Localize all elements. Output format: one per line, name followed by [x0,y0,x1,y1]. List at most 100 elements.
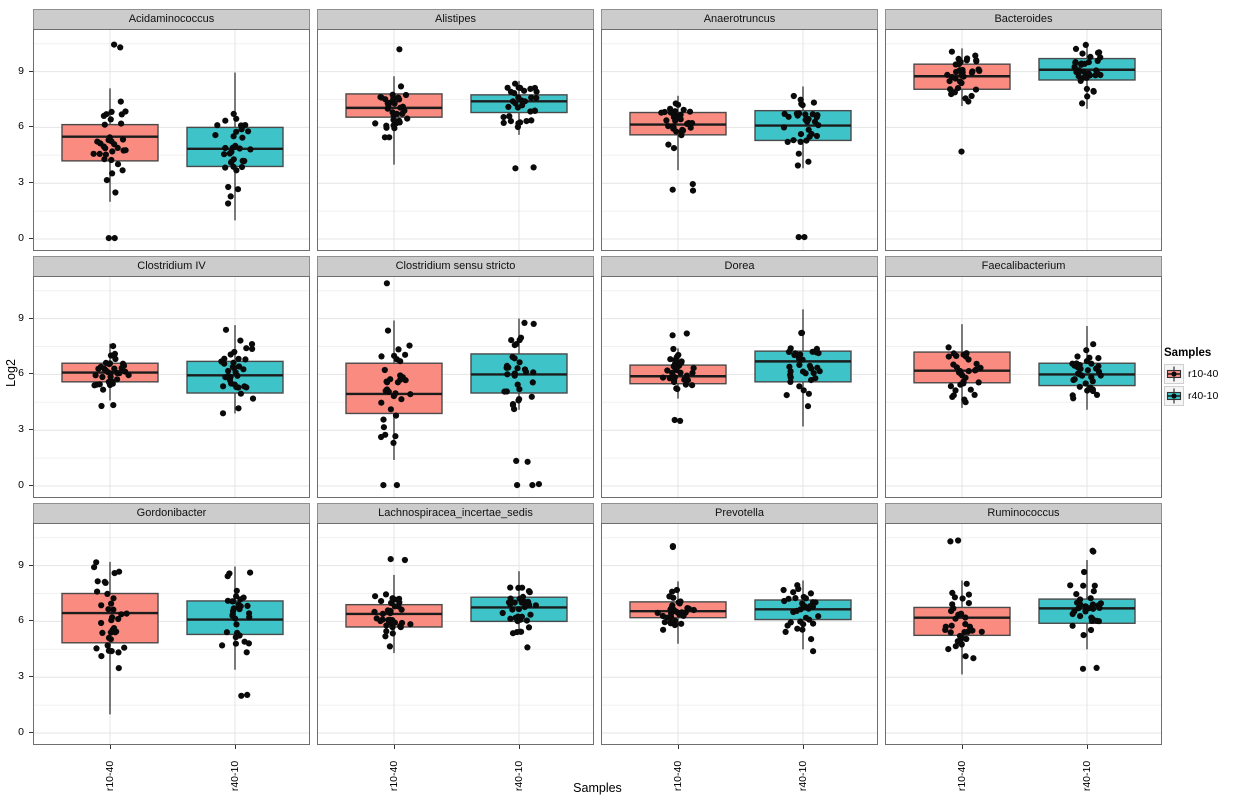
y-tick-mark [29,564,33,566]
boxplot-r40-10 [186,325,284,417]
x-tick-mark [519,745,520,749]
y-tick-mark [29,373,33,375]
x-tick-mark [235,745,236,749]
boxplot-r40-10 [186,72,284,221]
legend-label: r40-10 [1188,390,1219,402]
y-axis: 9 6 3 0 [0,9,33,251]
facet-panel: Clostridium IV [33,256,310,498]
panel-plot [33,29,310,251]
y-tick-label: 0 [18,726,24,738]
facet-panel: Dorea [601,256,878,498]
y-tick-mark [29,429,33,431]
boxplot-r10-40 [629,543,727,644]
x-axis: r10-40 r40-10 r10-40 r40-10 r10-40 r40-10 r10-… [0,745,1169,791]
y-tick-mark [29,676,33,678]
y-tick-mark [29,485,33,486]
panel-plot [317,29,594,251]
y-tick-label: 6 [18,120,24,133]
facet-panel: Acidaminococcus [33,9,310,251]
boxplot-r10-40 [345,46,443,165]
facet-strip-title: Bacteroides [885,9,1162,29]
facet-row: 9 6 3 0 Clostridium IV Clostridium sensu stri… [0,256,1169,498]
y-tick-label: 0 [18,232,24,244]
y-tick-label: 6 [18,614,24,627]
legend: Samples r10-40 r40-10 [1164,347,1236,408]
boxplot-r40-10 [470,80,568,172]
boxplot-r10-40 [345,280,443,489]
y-tick-mark [29,70,33,72]
x-axis-column: r10-40 r40-10 [317,745,594,791]
boxplot-r10-40 [629,330,727,424]
y-axis: 9 6 3 0 [0,256,33,498]
legend-items: r10-40 r40-10 [1164,364,1236,406]
x-axis-title: Samples [573,781,622,795]
panel-plot [601,523,878,745]
facet-strip-title: Gordonibacter [33,503,310,523]
x-axis-column: r10-40 r40-10 [601,745,878,791]
y-tick-mark [29,126,33,128]
facet-strip-title: Dorea [601,256,878,276]
boxplot-r40-10 [1038,41,1136,109]
boxplot-r40-10 [1038,326,1136,410]
boxplot-r10-40 [913,48,1011,155]
panel-plot [601,29,878,251]
boxplot-r10-40 [61,41,159,242]
panel-plot [885,276,1162,498]
facet-panel: Clostridium sensu stricto [317,256,594,498]
x-tick-mark [110,745,111,749]
facet-grid: 9 6 3 0 Acidaminococcus Alistipes Anaerotruncu… [0,9,1169,750]
facet-strip-title: Acidaminococcus [33,9,310,29]
x-tick-mark [962,745,963,749]
boxplot-r40-10 [754,309,852,427]
facet-panel: Ruminococcus [885,503,1162,745]
x-axis-column: r10-40 r40-10 [885,745,1162,791]
boxplot-r40-10 [754,86,852,241]
legend-title: Samples [1164,347,1212,359]
y-tick-label: 0 [18,479,24,491]
facet-panel: Bacteroides [885,9,1162,251]
boxplot-r40-10 [470,318,568,489]
panel-plot [601,276,878,498]
boxplot-r40-10 [1038,547,1136,672]
x-tick-mark [678,745,679,749]
legend-item: r10-40 [1164,364,1236,384]
facet-strip-title: Clostridium sensu stricto [317,256,594,276]
legend-item: r40-10 [1164,386,1236,406]
boxplot-r10-40 [629,95,727,194]
facet-strip-title: Ruminococcus [885,503,1162,523]
facet-panel: Anaerotruncus [601,9,878,251]
y-tick-label: 9 [18,64,24,77]
y-tick-mark [29,732,33,733]
y-tick-label: 3 [18,670,24,683]
boxplot-r10-40 [913,537,1011,675]
panel-plot [33,276,310,498]
x-tick-mark [1087,745,1088,749]
y-axis: 9 6 3 0 [0,503,33,745]
x-axis-column: r10-40 r40-10 [33,745,310,791]
panel-plot [885,523,1162,745]
facet-strip-title: Lachnospiracea_incertae_sedis [317,503,594,523]
panel-plot [317,276,594,498]
y-tick-label: 3 [18,423,24,436]
facet-strip-title: Anaerotruncus [601,9,878,29]
facet-strip-title: Prevotella [601,503,878,523]
y-tick-label: 3 [18,176,24,189]
boxplot-r10-40 [61,343,159,410]
y-tick-mark [29,317,33,319]
panel-plot [885,29,1162,251]
legend-label: r10-40 [1188,368,1219,380]
legend-key-boxplot-icon [1164,364,1184,384]
y-tick-mark [29,238,33,239]
facet-panel: Alistipes [317,9,594,251]
facet-panel: Gordonibacter [33,503,310,745]
panel-plot [33,523,310,745]
y-tick-mark [29,620,33,622]
boxplot-r10-40 [913,324,1011,408]
x-tick-mark [803,745,804,749]
x-axis-spacer [0,745,33,791]
boxplot-r10-40 [61,559,159,715]
y-tick-mark [29,182,33,184]
panel-plot [317,523,594,745]
facet-panel: Prevotella [601,503,878,745]
